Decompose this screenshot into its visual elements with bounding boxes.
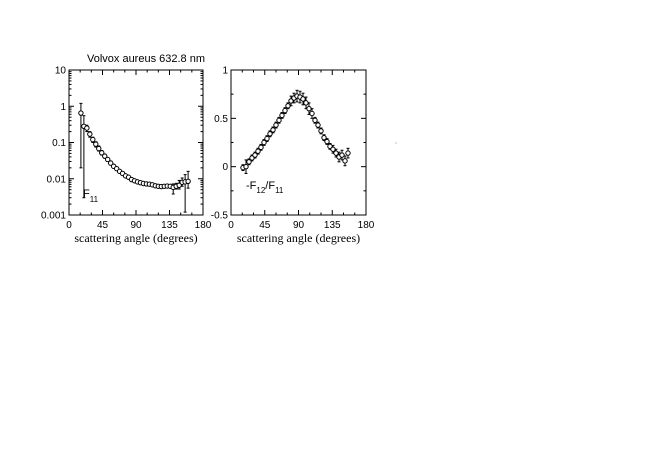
data-point <box>258 144 264 151</box>
x-axis-label: scattering angle (degrees) <box>74 231 197 245</box>
data-point <box>324 138 330 145</box>
y-tick-label: 0.1 <box>52 138 66 149</box>
y-tick-label: 0.5 <box>214 114 228 125</box>
data-point <box>267 131 273 137</box>
data-point <box>345 150 351 156</box>
y-tick-label: 1 <box>222 66 228 77</box>
y-tick-label: 0 <box>222 162 228 173</box>
x-tick-label: 90 <box>293 220 305 231</box>
data-point <box>261 139 267 146</box>
x-tick-label: 0 <box>228 220 234 231</box>
data-point <box>96 145 102 152</box>
y-tick-label: 10 <box>55 66 67 77</box>
x-tick-label: 180 <box>358 220 375 231</box>
data-point <box>321 134 327 141</box>
x-tick-label: 45 <box>97 220 109 231</box>
data-point <box>270 127 276 133</box>
x-tick-label: 90 <box>130 220 142 231</box>
x-tick-label: 0 <box>66 220 72 231</box>
data-point <box>243 163 249 170</box>
data-point <box>78 110 84 116</box>
data-point <box>333 150 339 156</box>
data-point <box>264 135 270 142</box>
y-tick-label: 0.001 <box>41 211 66 222</box>
data-point <box>255 148 261 154</box>
data-point <box>107 160 114 166</box>
data-point <box>300 96 306 102</box>
data-point <box>90 136 96 143</box>
f11-panel: 0 45 90 135 180 0.001 0.01 0.1 1 10 scattering ang… <box>41 66 212 246</box>
data-point <box>273 122 279 128</box>
data-point <box>309 110 315 117</box>
data-point <box>246 159 252 165</box>
y-tick-label: 1 <box>60 102 66 113</box>
x-tick-label: 135 <box>324 220 341 231</box>
data-point <box>93 141 99 147</box>
figure-title: Volvox aureus 632.8 nm <box>87 53 205 65</box>
data-point <box>105 156 111 163</box>
data-point <box>87 131 93 137</box>
data-point <box>99 150 105 156</box>
data-point <box>312 117 318 123</box>
data-point <box>252 152 258 158</box>
data-point <box>84 125 90 131</box>
data-point <box>339 152 345 158</box>
x-tick-label: 135 <box>161 220 178 231</box>
data-point <box>279 112 285 119</box>
y-tick-label: -0.5 <box>211 211 229 222</box>
data-point <box>318 128 324 134</box>
data-point <box>315 122 321 128</box>
panel-label: F11 <box>83 188 99 204</box>
data-point <box>282 107 288 114</box>
x-tick-label: 180 <box>195 220 212 231</box>
y-tick-label: 0.01 <box>47 174 67 185</box>
data-point <box>185 178 191 185</box>
stray-dot <box>395 142 397 144</box>
x-tick-label: 45 <box>259 220 271 231</box>
panel-label: -F12/F11 <box>246 180 284 195</box>
data-point <box>102 153 108 159</box>
data-point <box>276 117 282 123</box>
data-point <box>342 158 348 164</box>
x-axis-label: scattering angle (degrees) <box>237 231 360 245</box>
